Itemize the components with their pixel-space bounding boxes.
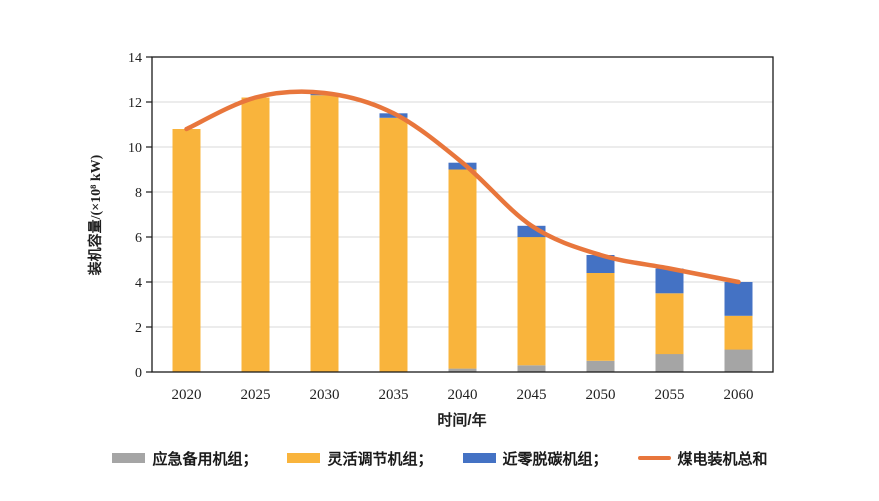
x-tick-label-2020: 2020: [172, 387, 202, 403]
bar-segment-近零脱碳机组-2045: [517, 225, 546, 238]
bar-segment-灵活调节机组-2040: [448, 169, 477, 369]
x-tick-label-2060: 2060: [724, 387, 754, 403]
bar-segment-灵活调节机组-2020: [172, 129, 201, 372]
bar-segment-灵活调节机组-2035: [379, 117, 408, 373]
x-tick-label-2025: 2025: [241, 387, 271, 403]
axis-ticks: 0 2 4 6 8 10 12 14 2020 2025 2030 2035 2040 2045 2050 2…: [128, 51, 754, 403]
total-line-series: [184, 89, 741, 285]
x-tick-label-2045: 2045: [517, 387, 547, 403]
y-tick-label-2: 2: [135, 321, 142, 336]
legend-label: 灵活调节机组；: [327, 450, 433, 468]
y-tick-label-0: 0: [135, 366, 142, 381]
bar-segment-灵活调节机组-2025: [241, 97, 270, 372]
y-tick-label-8: 8: [135, 186, 142, 201]
bar-segment-近零脱碳机组-2040: [448, 162, 477, 170]
plot-border: [151, 56, 774, 373]
x-axis-title: 时间/年: [437, 411, 486, 429]
legend-item-emergency-backup: 应急备用机组；: [112, 448, 257, 469]
total-line: [184, 89, 741, 285]
bar-segment-灵活调节机组-2055: [655, 293, 684, 355]
bar-segment-灵活调节机组-2050: [586, 273, 615, 361]
x-tick-label-2050: 2050: [586, 387, 616, 403]
bar-segment-应急备用机组-2060: [724, 349, 753, 372]
plot-frame: [151, 56, 774, 373]
x-tick-label-2040: 2040: [448, 387, 478, 403]
bar-segment-近零脱碳机组-2055: [655, 268, 684, 294]
legend-label: 近零脱碳机组；: [502, 450, 608, 468]
x-tick-label-2055: 2055: [655, 387, 685, 403]
y-axis-title: 装机容量/(×10⁸ kW): [87, 154, 104, 276]
y-tick-label-4: 4: [135, 276, 142, 291]
bar-segment-应急备用机组-2040: [448, 368, 477, 372]
legend-item-flexible-regulation: 灵活调节机组；: [287, 448, 433, 469]
legend-swatch-near-zero-decarbon: [462, 453, 496, 463]
y-tick-label-14: 14: [128, 51, 142, 66]
bar-segment-近零脱碳机组-2060: [724, 282, 753, 316]
legend: 应急备用机组； 灵活调节机组； 近零脱碳机组； 煤电装机总和: [110, 444, 770, 472]
bar-segment-灵活调节机组-2030: [310, 95, 339, 372]
y-tick-label-6: 6: [135, 231, 142, 246]
y-tick-label-12: 12: [128, 96, 142, 111]
bar-segment-应急备用机组-2050: [586, 360, 615, 373]
bar-segment-应急备用机组-2045: [517, 365, 546, 373]
bar-segment-近零脱碳机组-2050: [586, 255, 615, 273]
legend-item-coal-total: 煤电装机总和: [637, 448, 768, 469]
legend-label: 应急备用机组；: [152, 450, 258, 468]
bar-segment-应急备用机组-2055: [655, 354, 684, 372]
bar-segment-灵活调节机组-2060: [724, 315, 753, 350]
x-tick-label-2035: 2035: [379, 387, 409, 403]
x-tick-label-2030: 2030: [310, 387, 340, 403]
legend-swatch-coal-total-line: [637, 456, 671, 460]
bar-series: [172, 93, 753, 373]
legend-swatch-flexible-regulation: [287, 453, 321, 463]
legend-swatch-emergency-backup: [112, 453, 146, 463]
legend-label: 煤电装机总和: [677, 450, 768, 468]
legend-item-near-zero-decarbon: 近零脱碳机组；: [462, 448, 608, 469]
y-tick-label-10: 10: [128, 141, 142, 156]
bar-segment-灵活调节机组-2045: [517, 237, 546, 366]
